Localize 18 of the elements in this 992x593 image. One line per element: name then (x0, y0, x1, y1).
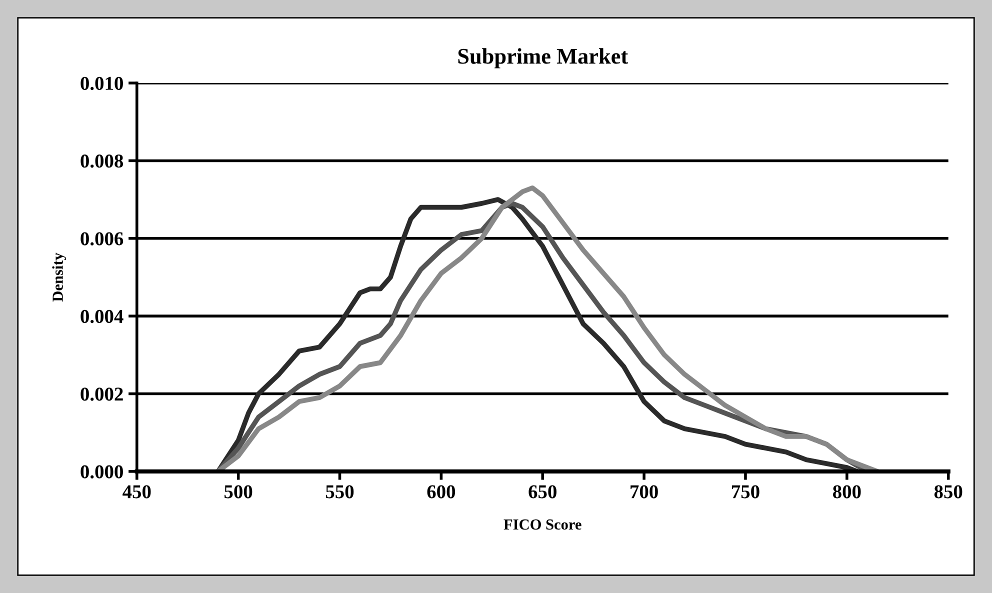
x-axis-title: FICO Score (504, 519, 582, 530)
y-tick-label: 0.006 (80, 232, 124, 246)
y-axis-title: Density (52, 252, 66, 302)
x-tick-label: 850 (934, 485, 962, 498)
x-tick-label: 750 (732, 485, 760, 498)
y-tick-label: 0.004 (80, 310, 124, 324)
y-tick-label: 0.010 (80, 76, 123, 90)
y-tick-label: 0.002 (80, 388, 123, 401)
chart-title: Subprime Market (458, 48, 628, 68)
x-tick-label: 550 (326, 485, 354, 498)
x-tick-label: 500 (224, 485, 252, 498)
x-tick-label: 450 (122, 485, 151, 498)
x-tick-label: 600 (427, 485, 456, 498)
x-tick-label: 800 (832, 485, 861, 498)
x-tick-label: 650 (528, 485, 556, 498)
y-tick-label: 0.000 (80, 465, 123, 478)
x-tick-label: 700 (630, 485, 658, 498)
y-tick-label: 0.008 (80, 154, 124, 168)
